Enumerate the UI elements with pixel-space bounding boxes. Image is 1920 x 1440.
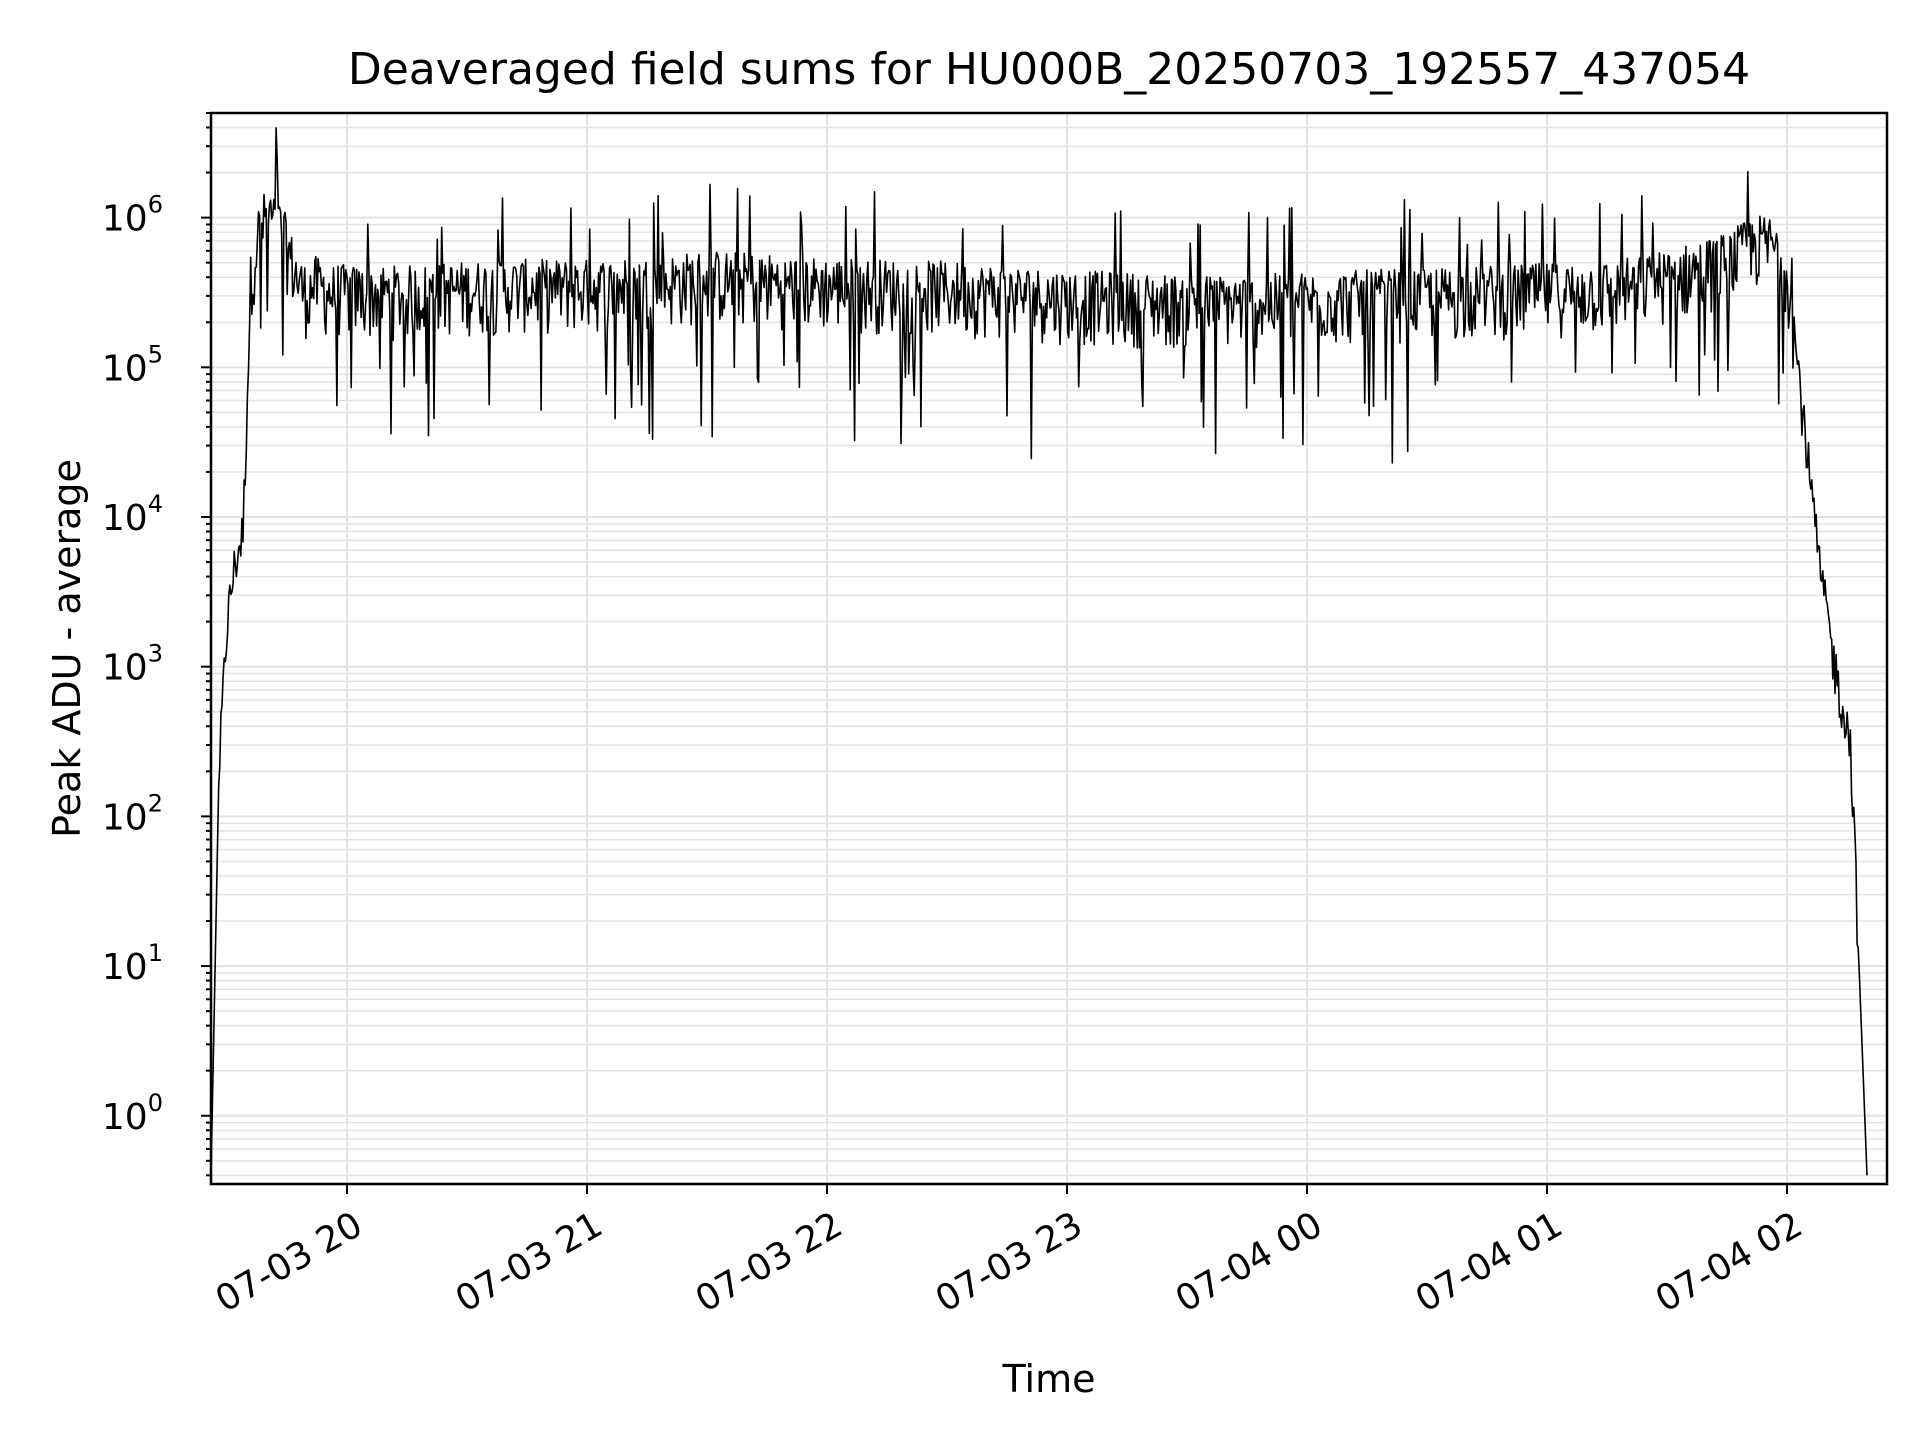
x-axis-label: Time [1002,1357,1096,1401]
y-tick-label: 106 [102,191,163,240]
y-tick-label: 105 [102,340,163,389]
y-tick-label: 101 [102,939,163,988]
series-line [210,127,1868,1176]
series-layer [210,127,1868,1176]
y-tick-label: 104 [102,490,163,539]
y-tick-label: 103 [102,640,163,689]
y-tick-label: 100 [102,1089,163,1138]
grid [211,112,1887,1184]
chart-title: Deaveraged field sums for HU000B_2025070… [348,44,1750,95]
y-axis-label: Peak ADU - average [45,459,89,838]
plot-frame [209,111,1889,1186]
y-tick-label: 102 [102,789,163,838]
